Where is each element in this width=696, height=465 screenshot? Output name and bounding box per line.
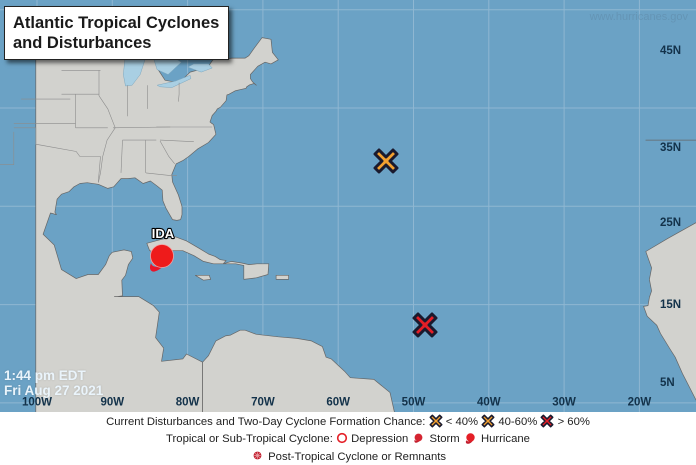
svg-text:IDA: IDA [152, 226, 175, 241]
svg-text:60W: 60W [326, 397, 350, 409]
svg-text:15N: 15N [660, 299, 681, 311]
svg-text:5N: 5N [660, 377, 675, 389]
svg-text:www.hurricanes.gov: www.hurricanes.gov [589, 11, 689, 23]
svg-text:40W: 40W [477, 397, 501, 409]
svg-text:20W: 20W [628, 397, 652, 409]
svg-text:30W: 30W [552, 397, 576, 409]
svg-text:45N: 45N [660, 45, 681, 57]
svg-text:70W: 70W [251, 397, 275, 409]
svg-text:50W: 50W [402, 397, 426, 409]
svg-text:90W: 90W [100, 397, 124, 409]
svg-text:80W: 80W [176, 397, 200, 409]
svg-text:25N: 25N [660, 217, 681, 229]
svg-text:100W: 100W [22, 397, 52, 409]
svg-text:35N: 35N [660, 142, 681, 154]
